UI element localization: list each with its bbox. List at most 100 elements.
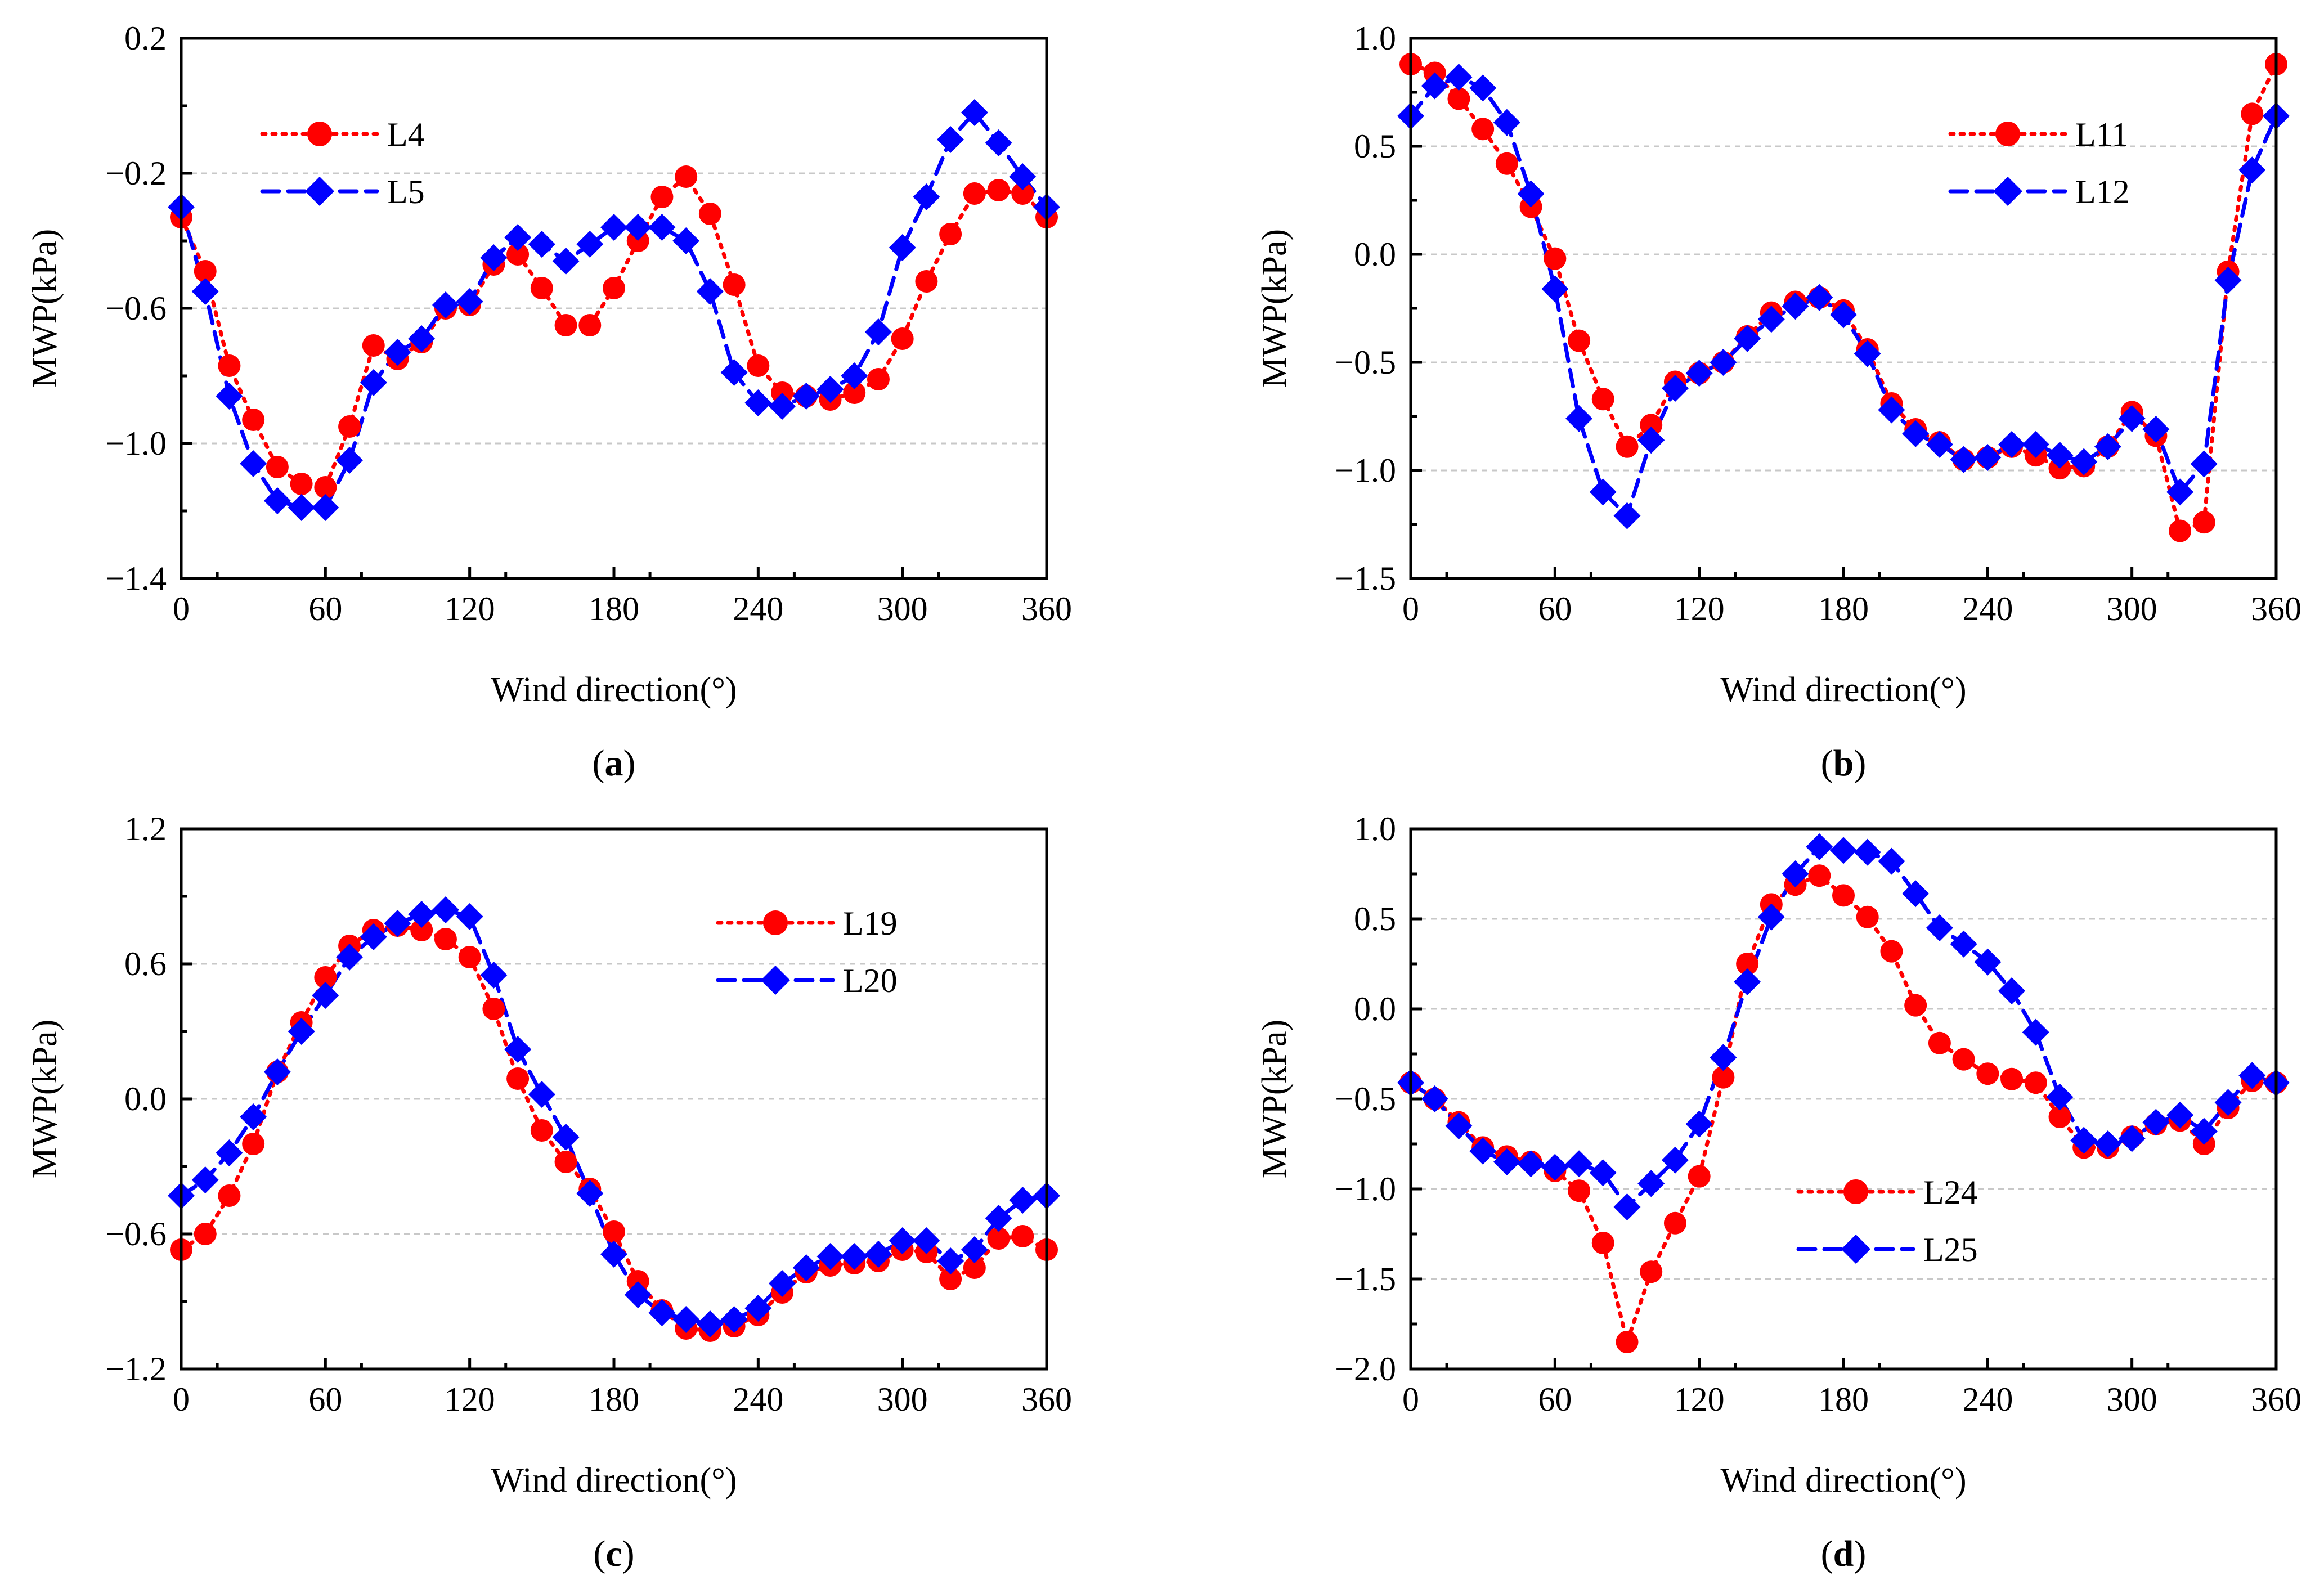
data-point-L24 xyxy=(1640,1260,1663,1283)
data-point-L20 xyxy=(336,944,364,971)
legend-label: L12 xyxy=(2075,173,2130,210)
y-tick-label: 1.2 xyxy=(124,810,167,847)
ticks: 0 60 120 180 240 300 360 0.2 −0.2 −0.6 −1.0 −1.4 xyxy=(105,20,1072,627)
data-point-L12 xyxy=(1445,64,1473,91)
data-point-L25 xyxy=(1421,1085,1448,1112)
data-point-L20 xyxy=(384,910,411,937)
data-point-L20 xyxy=(240,1103,267,1130)
series-lines xyxy=(179,110,1049,510)
data-point-L25 xyxy=(2022,1018,2049,1046)
data-point-L25 xyxy=(1685,1110,1713,1138)
x-tick-label: 180 xyxy=(589,590,639,627)
data-point-L11 xyxy=(1591,388,1614,411)
data-point-L4 xyxy=(314,476,337,499)
x-tick-label: 240 xyxy=(733,590,783,627)
data-point-L12 xyxy=(2214,267,2242,294)
data-point-L11 xyxy=(1544,247,1567,270)
x-tick-label: 360 xyxy=(1021,1381,1072,1418)
data-point-L20 xyxy=(864,1241,892,1268)
data-point-L5 xyxy=(432,291,459,318)
data-point-L5 xyxy=(336,447,364,474)
data-point-L4 xyxy=(554,314,577,336)
legend-label: L11 xyxy=(2075,116,2128,153)
data-point-L12 xyxy=(1854,340,1881,367)
data-point-L5 xyxy=(191,278,219,305)
y-axis-title: MWP(kPa) xyxy=(26,1020,64,1178)
x-tick-label: 300 xyxy=(877,590,928,627)
data-point-L5 xyxy=(528,231,555,258)
data-point-L24 xyxy=(1808,864,1831,887)
x-tick-label: 120 xyxy=(445,1381,495,1418)
data-point-L12 xyxy=(1998,430,2026,458)
data-point-L25 xyxy=(1782,860,1809,887)
data-point-L19 xyxy=(458,946,481,968)
legend-label: L20 xyxy=(843,962,898,999)
legend-marker xyxy=(1841,1235,1870,1264)
data-point-L19 xyxy=(194,1223,217,1245)
data-point-L5 xyxy=(624,214,652,241)
data-point-L5 xyxy=(312,494,339,521)
data-point-L25 xyxy=(1589,1159,1617,1187)
data-point-L5 xyxy=(913,183,940,210)
data-point-L5 xyxy=(1009,163,1037,190)
data-point-L24 xyxy=(1832,884,1855,907)
y-axis-title: MWP(kPa) xyxy=(1255,1020,1294,1178)
data-point-L11 xyxy=(1640,414,1663,437)
data-point-L5 xyxy=(841,362,868,389)
y-tick-label: 0.0 xyxy=(1354,990,1396,1027)
data-point-L4 xyxy=(506,243,530,266)
data-point-L4 xyxy=(747,354,770,377)
y-tick-label: −1.0 xyxy=(105,425,167,462)
data-point-L19 xyxy=(554,1151,577,1173)
chart-panel-a: 0 60 120 180 240 300 360 0.2 −0.2 −0.6 −1.0 −1.4 Wi… xyxy=(26,20,1072,784)
x-tick-label: 120 xyxy=(1674,1381,1725,1418)
plot-frame xyxy=(1409,827,2278,1371)
legend-item-series-1: L24 xyxy=(1796,1174,1978,1211)
data-point-L4 xyxy=(1011,182,1034,205)
y-tick-label: −0.5 xyxy=(1335,344,1396,381)
data-point-L11 xyxy=(2169,519,2192,542)
x-tick-label: 0 xyxy=(1402,1381,1419,1418)
data-point-L25 xyxy=(1902,880,1930,908)
data-point-L12 xyxy=(1974,443,2002,471)
data-point-L12 xyxy=(1661,375,1689,402)
legend-item-series-1: L11 xyxy=(1948,116,2128,153)
x-tick-label: 300 xyxy=(2107,590,2157,627)
data-point-L5 xyxy=(216,383,243,410)
data-point-L12 xyxy=(1541,275,1569,303)
data-point-L25 xyxy=(1469,1137,1497,1165)
series-lines xyxy=(1408,62,2278,533)
grid-lines xyxy=(181,172,1047,445)
y-axis-title: MWP(kPa) xyxy=(1255,229,1294,388)
data-point-L25 xyxy=(1950,930,1977,958)
data-point-L20 xyxy=(360,923,387,950)
y-tick-label: 1.0 xyxy=(1354,810,1396,847)
x-tick-label: 0 xyxy=(173,590,190,627)
legend-label: L19 xyxy=(843,905,898,942)
data-point-L4 xyxy=(675,165,698,188)
data-point-L24 xyxy=(2024,1071,2047,1094)
legend-label: L5 xyxy=(387,173,425,210)
data-point-L4 xyxy=(578,314,602,336)
data-point-L12 xyxy=(1685,360,1713,387)
data-point-L25 xyxy=(1517,1150,1545,1178)
data-point-L4 xyxy=(266,456,289,478)
data-point-L20 xyxy=(408,901,436,928)
data-point-L20 xyxy=(744,1295,772,1322)
data-point-L19 xyxy=(242,1133,265,1155)
ticks: 0 60 120 180 240 300 360 1.2 0.6 0.0 −0.6 −1.2 xyxy=(105,810,1072,1418)
data-point-L12 xyxy=(1806,284,1833,311)
data-point-L12 xyxy=(1565,405,1593,432)
data-point-L20 xyxy=(937,1247,964,1274)
data-point-L11 xyxy=(2241,102,2264,125)
data-point-L12 xyxy=(1517,180,1545,208)
data-point-L4 xyxy=(194,260,217,282)
y-tick-label: 0.6 xyxy=(124,945,167,982)
data-point-L25 xyxy=(1637,1170,1665,1197)
data-point-L5 xyxy=(552,248,580,275)
y-tick-label: −0.6 xyxy=(105,1215,167,1253)
data-point-L4 xyxy=(242,409,265,431)
panel-label: (b) xyxy=(1821,743,1867,784)
data-point-L5 xyxy=(792,383,820,410)
series-line-L5 xyxy=(179,110,1049,510)
